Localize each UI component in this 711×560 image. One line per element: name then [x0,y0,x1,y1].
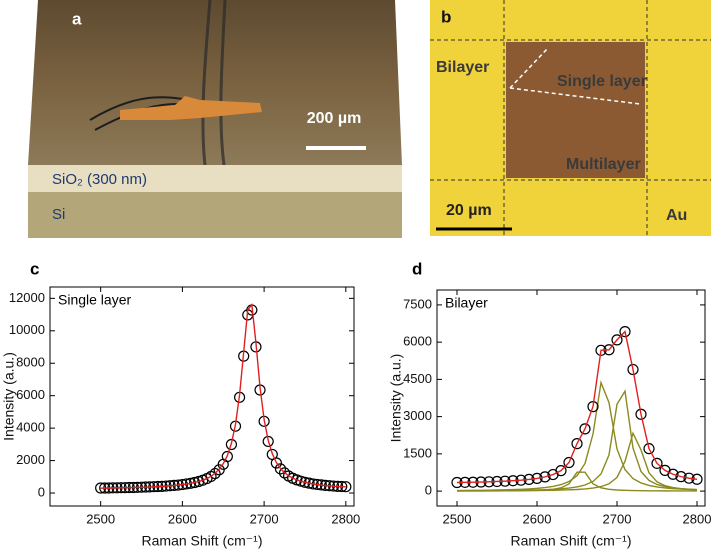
layer-label: SiO₂ (300 nm) [52,171,147,188]
flake [120,96,262,120]
data-point [539,471,551,483]
region-label: Bilayer [436,59,489,76]
fit-line [456,380,698,492]
scale-label: 20 µm [446,202,492,219]
y-tick-label: 12000 [9,290,45,305]
scale-label: 200 µm [307,110,362,127]
data-point [611,334,623,346]
plot-frame [436,289,706,507]
y-tick-label: 1500 [403,445,432,460]
data-point [627,363,639,376]
data-point [295,475,307,487]
data-point [667,468,679,480]
region-label: Single layer [557,73,647,90]
data-point [225,438,238,451]
data-point [587,401,599,413]
fit-line [456,330,698,484]
y-tick-label: 10000 [9,322,45,337]
panel-label: a [72,9,82,28]
x-tick-label: 2600 [523,511,552,526]
si-layer [28,192,402,238]
data-point [189,476,201,489]
fit-line [456,431,698,492]
y-tick-label: 0 [38,484,45,499]
data-point [262,435,274,448]
data-point [180,478,193,490]
chart: d 2500 2600 2700 2800 0 1500 3000 4500 6000 7500 Ra… [388,259,711,548]
data-point [221,450,233,463]
data-point [635,408,647,420]
y-axis-title: Intensity (a.u.) [388,354,404,443]
panel-b: b Bilayer Single layer Multilayer Au 20 … [430,0,711,236]
data-point [675,471,687,483]
data-point [184,477,197,489]
y-tick-label: 4500 [403,371,432,386]
x-tick-label: 2600 [168,511,197,526]
data-point [307,478,319,490]
y-tick-label: 6000 [403,334,432,349]
x-axis-title: Raman Shift (cm⁻¹) [511,533,632,549]
annotation: Bilayer [445,295,488,311]
data-point [274,463,287,475]
y-tick-label: 3000 [403,408,432,423]
data-point [209,467,221,480]
data-point [303,477,315,489]
y-tick-label: 6000 [16,387,45,402]
y-axis-title: Intensity (a.u.) [1,352,17,441]
panel-label: d [412,259,422,278]
y-tick-label: 4000 [16,420,45,435]
data-point [299,476,311,488]
layer-boundary [509,47,641,105]
data-point [270,457,282,469]
region-label: Au [666,207,687,224]
chart: c 2500 2600 2700 2800 0 2000 4000 6000 8000 10000 1… [1,259,361,548]
region-label: Multilayer [566,156,641,173]
sio2-layer [28,165,402,192]
annotation: Single layer [58,292,131,308]
x-tick-label: 2500 [86,511,115,526]
data-point [555,465,567,477]
photo [28,0,402,165]
panel-a: a 200 µm SiO₂ (300 nm) Si [28,0,402,238]
fit-line [100,303,346,489]
flake [506,42,645,178]
data-point [643,443,655,455]
x-tick-label: 2500 [443,511,472,526]
electrode-edges [430,0,711,236]
probe-wire [201,0,227,166]
x-tick-label: 2800 [331,511,360,526]
plot-frame [49,286,355,507]
panel-label: c [30,259,39,278]
data-point [563,456,575,469]
layer-label: Si [52,206,65,223]
data-point [579,423,591,435]
x-tick-label: 2800 [683,511,711,526]
data-point [619,326,631,338]
y-tick-label: 0 [425,483,432,498]
data-point [571,438,583,450]
x-axis-title: Raman Shift (cm⁻¹) [142,533,263,549]
x-tick-label: 2700 [250,511,279,526]
y-tick-label: 2000 [16,452,45,467]
y-tick-label: 8000 [16,355,45,370]
y-tick-label: 7500 [403,296,432,311]
panel-label: b [441,7,451,26]
data-point [651,457,663,469]
x-tick-label: 2700 [603,511,632,526]
